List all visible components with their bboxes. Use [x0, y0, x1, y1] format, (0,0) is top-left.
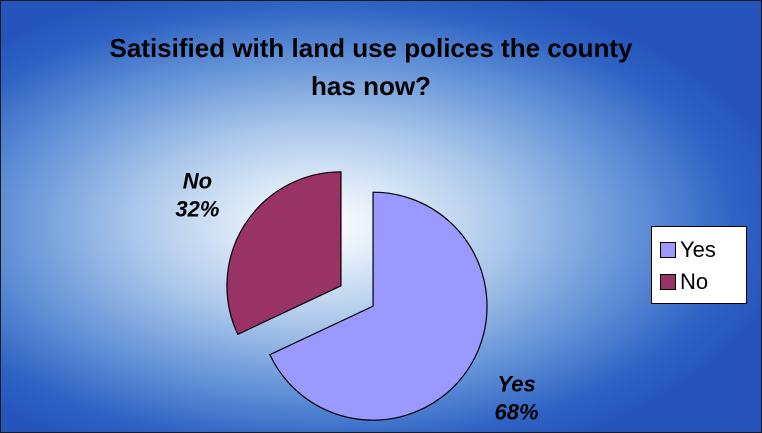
legend-label-yes: Yes: [680, 237, 716, 262]
legend-swatch-no: [660, 274, 676, 290]
data-label-no-percent: 32%: [175, 197, 219, 222]
data-label-no-name: No: [183, 169, 212, 194]
data-label-yes-percent: 68%: [495, 399, 539, 424]
legend: Yes No: [651, 226, 747, 304]
legend-item-no: No: [660, 269, 708, 295]
legend-label-no: No: [680, 269, 709, 294]
data-label-yes-name: Yes: [497, 371, 535, 396]
chart-title: Satisified with land use polices the cou…: [109, 33, 633, 101]
pie-labels: Yes 68% No 32%: [175, 169, 538, 425]
pie-slice-yes: [269, 191, 488, 421]
pie-slices: [226, 171, 488, 421]
legend-item-yes: Yes: [660, 237, 716, 263]
pie-slice-no: [226, 171, 342, 336]
legend-swatch-yes: [660, 242, 676, 258]
